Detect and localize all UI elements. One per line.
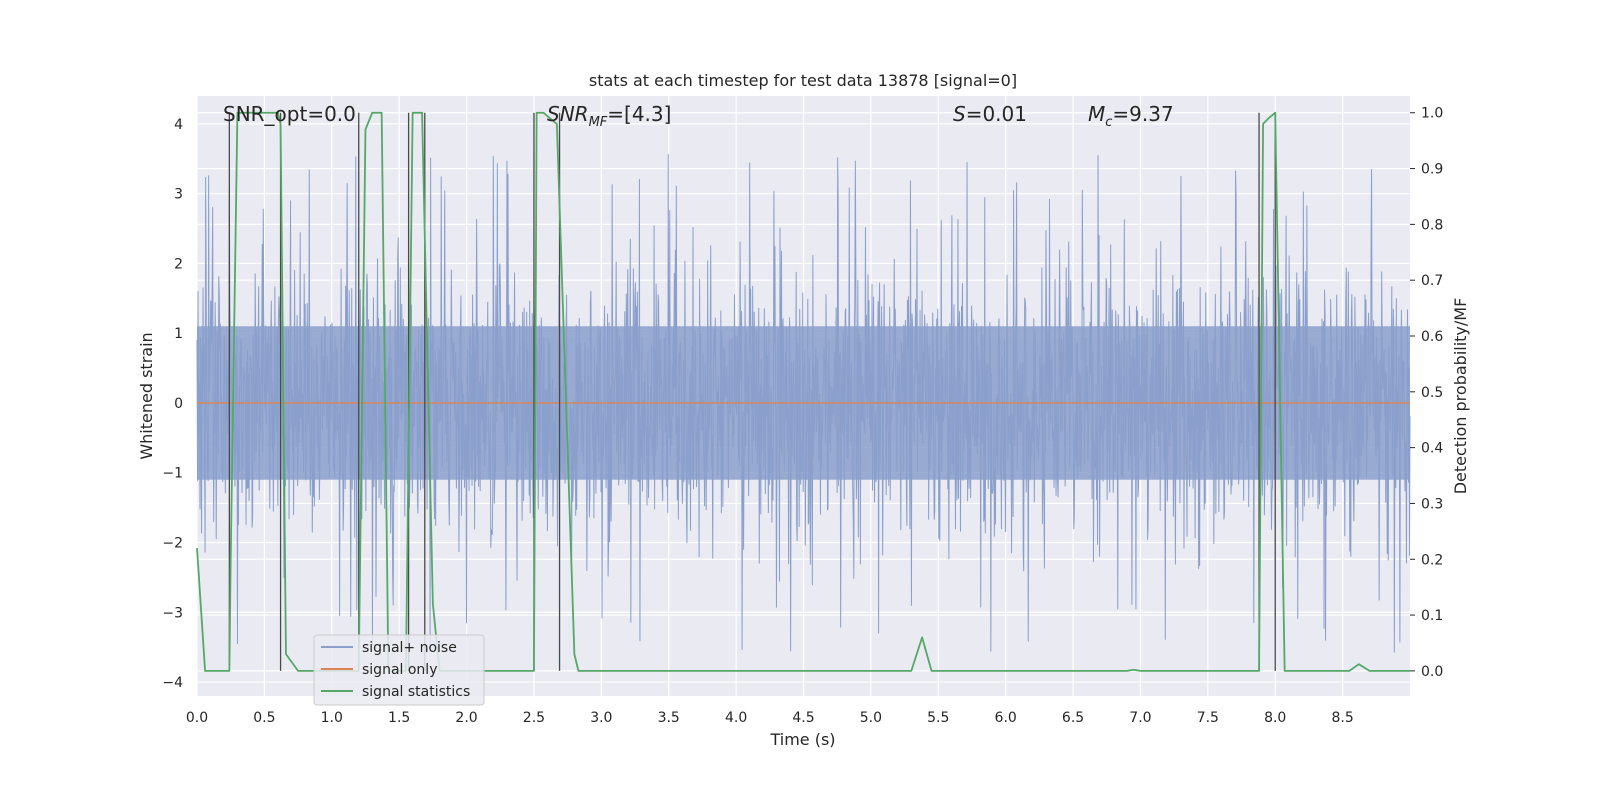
x-tick-label: 4.0 — [725, 710, 747, 726]
y-right-tick-label: 0.0 — [1421, 664, 1443, 680]
x-tick-label: 2.5 — [523, 710, 545, 726]
y-left-tick-label: −1 — [162, 466, 183, 482]
x-tick-label: 2.0 — [455, 710, 477, 726]
y-right-tick-label: 0.9 — [1421, 162, 1443, 178]
annotation-snr-mf-symbol: SNR — [547, 102, 589, 126]
legend-label-stats: signal statistics — [362, 684, 470, 700]
y-left-tick-label: 2 — [174, 256, 183, 272]
y-right-tick-label: 0.8 — [1421, 217, 1443, 233]
x-tick-label: 0.5 — [253, 710, 275, 726]
legend-label-signal: signal only — [362, 662, 437, 678]
x-tick-label: 3.5 — [658, 710, 680, 726]
x-tick-label: 6.0 — [995, 710, 1017, 726]
y-right-tick-label: 0.3 — [1421, 496, 1443, 512]
x-tick-label: 8.0 — [1264, 710, 1286, 726]
y-right-tick-label: 0.7 — [1421, 273, 1443, 289]
annotation-s-value: =0.01 — [966, 102, 1027, 126]
y-left-tick-label: 0 — [174, 396, 183, 412]
y-axis-left-label: Whitened strain — [137, 332, 156, 459]
annotation-snr-mf: SNRMF=[4.3] — [547, 102, 671, 130]
annotation-snr-opt: SNR_opt=0.0 — [223, 102, 356, 126]
y-left-tick-label: −2 — [162, 536, 183, 552]
legend-label-noise: signal+ noise — [362, 640, 457, 656]
x-tick-label: 7.0 — [1129, 710, 1151, 726]
x-tick-label: 1.0 — [321, 710, 343, 726]
annotation-s-symbol: S — [953, 102, 966, 126]
x-tick-label: 5.5 — [927, 710, 949, 726]
x-tick-label: 7.5 — [1197, 710, 1219, 726]
x-tick-label: 5.0 — [860, 710, 882, 726]
chart-title: stats at each timestep for test data 138… — [589, 71, 1017, 90]
x-tick-label: 1.5 — [388, 710, 410, 726]
y-right-tick-label: 0.1 — [1421, 608, 1443, 624]
y-left-tick-label: 4 — [174, 117, 183, 133]
annotation-mc-value: =9.37 — [1112, 102, 1173, 126]
y-left-tick-label: −4 — [162, 675, 183, 691]
y-right-tick-label: 0.2 — [1421, 552, 1443, 568]
x-tick-label: 8.5 — [1331, 710, 1353, 726]
annotation-snr-mf-value: =[4.3] — [607, 102, 671, 126]
y-axis-right-label: Detection probability/MF — [1451, 298, 1470, 495]
y-left-tick-label: 3 — [174, 187, 183, 203]
signal-plus-noise-line — [196, 154, 1411, 654]
annotation-snr-mf-subscript: MF — [589, 115, 608, 130]
annotation-mc: Mc=9.37 — [1088, 102, 1174, 130]
y-right-tick-label: 0.6 — [1421, 329, 1443, 345]
legend-box — [313, 634, 485, 706]
y-right-tick-label: 1.0 — [1421, 106, 1443, 122]
y-right-axis-ticks: 1.0 0.9 0.8 0.7 0.6 0.5 0.4 0.3 0.2 0.1 0.0 — [1410, 106, 1443, 680]
y-left-tick-label: 1 — [174, 326, 183, 342]
detection-markers — [228, 112, 1276, 671]
x-tick-label: 3.0 — [590, 710, 612, 726]
annotation-mc-subscript: c — [1105, 115, 1112, 130]
x-axis-label: Time (s) — [769, 730, 835, 749]
y-right-tick-label: 0.5 — [1421, 385, 1443, 401]
x-tick-label: 4.5 — [792, 710, 814, 726]
x-axis-ticks: 0.0 0.5 1.0 1.5 2.0 2.5 3.0 3.5 4.0 4.5 5.0 5.5 6.0 6… — [186, 710, 1354, 726]
y-left-axis-ticks: 4 3 2 1 0 −1 −2 −3 −4 — [162, 117, 183, 691]
x-tick-label: 6.5 — [1062, 710, 1084, 726]
y-left-tick-label: −3 — [162, 605, 183, 621]
annotation-s: S=0.01 — [953, 102, 1027, 126]
x-tick-label: 0.0 — [186, 710, 208, 726]
signal-statistics-series — [196, 111, 1410, 672]
y-right-tick-label: 0.4 — [1421, 441, 1443, 457]
signal-statistics-line — [196, 111, 1410, 672]
annotation-mc-symbol: M — [1088, 102, 1105, 126]
legend: signal+ noise signal only signal statist… — [313, 634, 485, 706]
